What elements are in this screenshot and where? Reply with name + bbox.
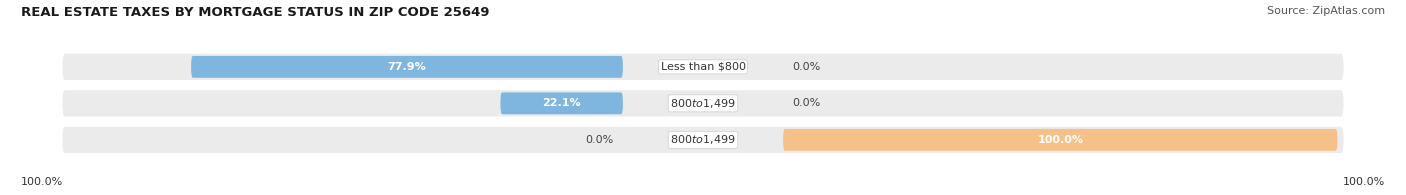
Text: 77.9%: 77.9% [388, 62, 426, 72]
Text: 22.1%: 22.1% [543, 98, 581, 108]
Text: 0.0%: 0.0% [793, 98, 821, 108]
Text: Less than $800: Less than $800 [661, 62, 745, 72]
FancyBboxPatch shape [191, 56, 623, 78]
Legend: Without Mortgage, With Mortgage: Without Mortgage, With Mortgage [588, 194, 818, 195]
Text: 100.0%: 100.0% [21, 177, 63, 187]
FancyBboxPatch shape [62, 90, 1344, 116]
Text: 0.0%: 0.0% [793, 62, 821, 72]
FancyBboxPatch shape [783, 129, 1337, 151]
Text: $800 to $1,499: $800 to $1,499 [671, 133, 735, 146]
Text: 100.0%: 100.0% [1038, 135, 1083, 145]
FancyBboxPatch shape [62, 127, 1344, 153]
Text: $800 to $1,499: $800 to $1,499 [671, 97, 735, 110]
Text: REAL ESTATE TAXES BY MORTGAGE STATUS IN ZIP CODE 25649: REAL ESTATE TAXES BY MORTGAGE STATUS IN … [21, 6, 489, 19]
Text: 100.0%: 100.0% [1343, 177, 1385, 187]
FancyBboxPatch shape [62, 54, 1344, 80]
Text: Source: ZipAtlas.com: Source: ZipAtlas.com [1267, 6, 1385, 16]
FancyBboxPatch shape [501, 92, 623, 114]
Text: 0.0%: 0.0% [585, 135, 613, 145]
